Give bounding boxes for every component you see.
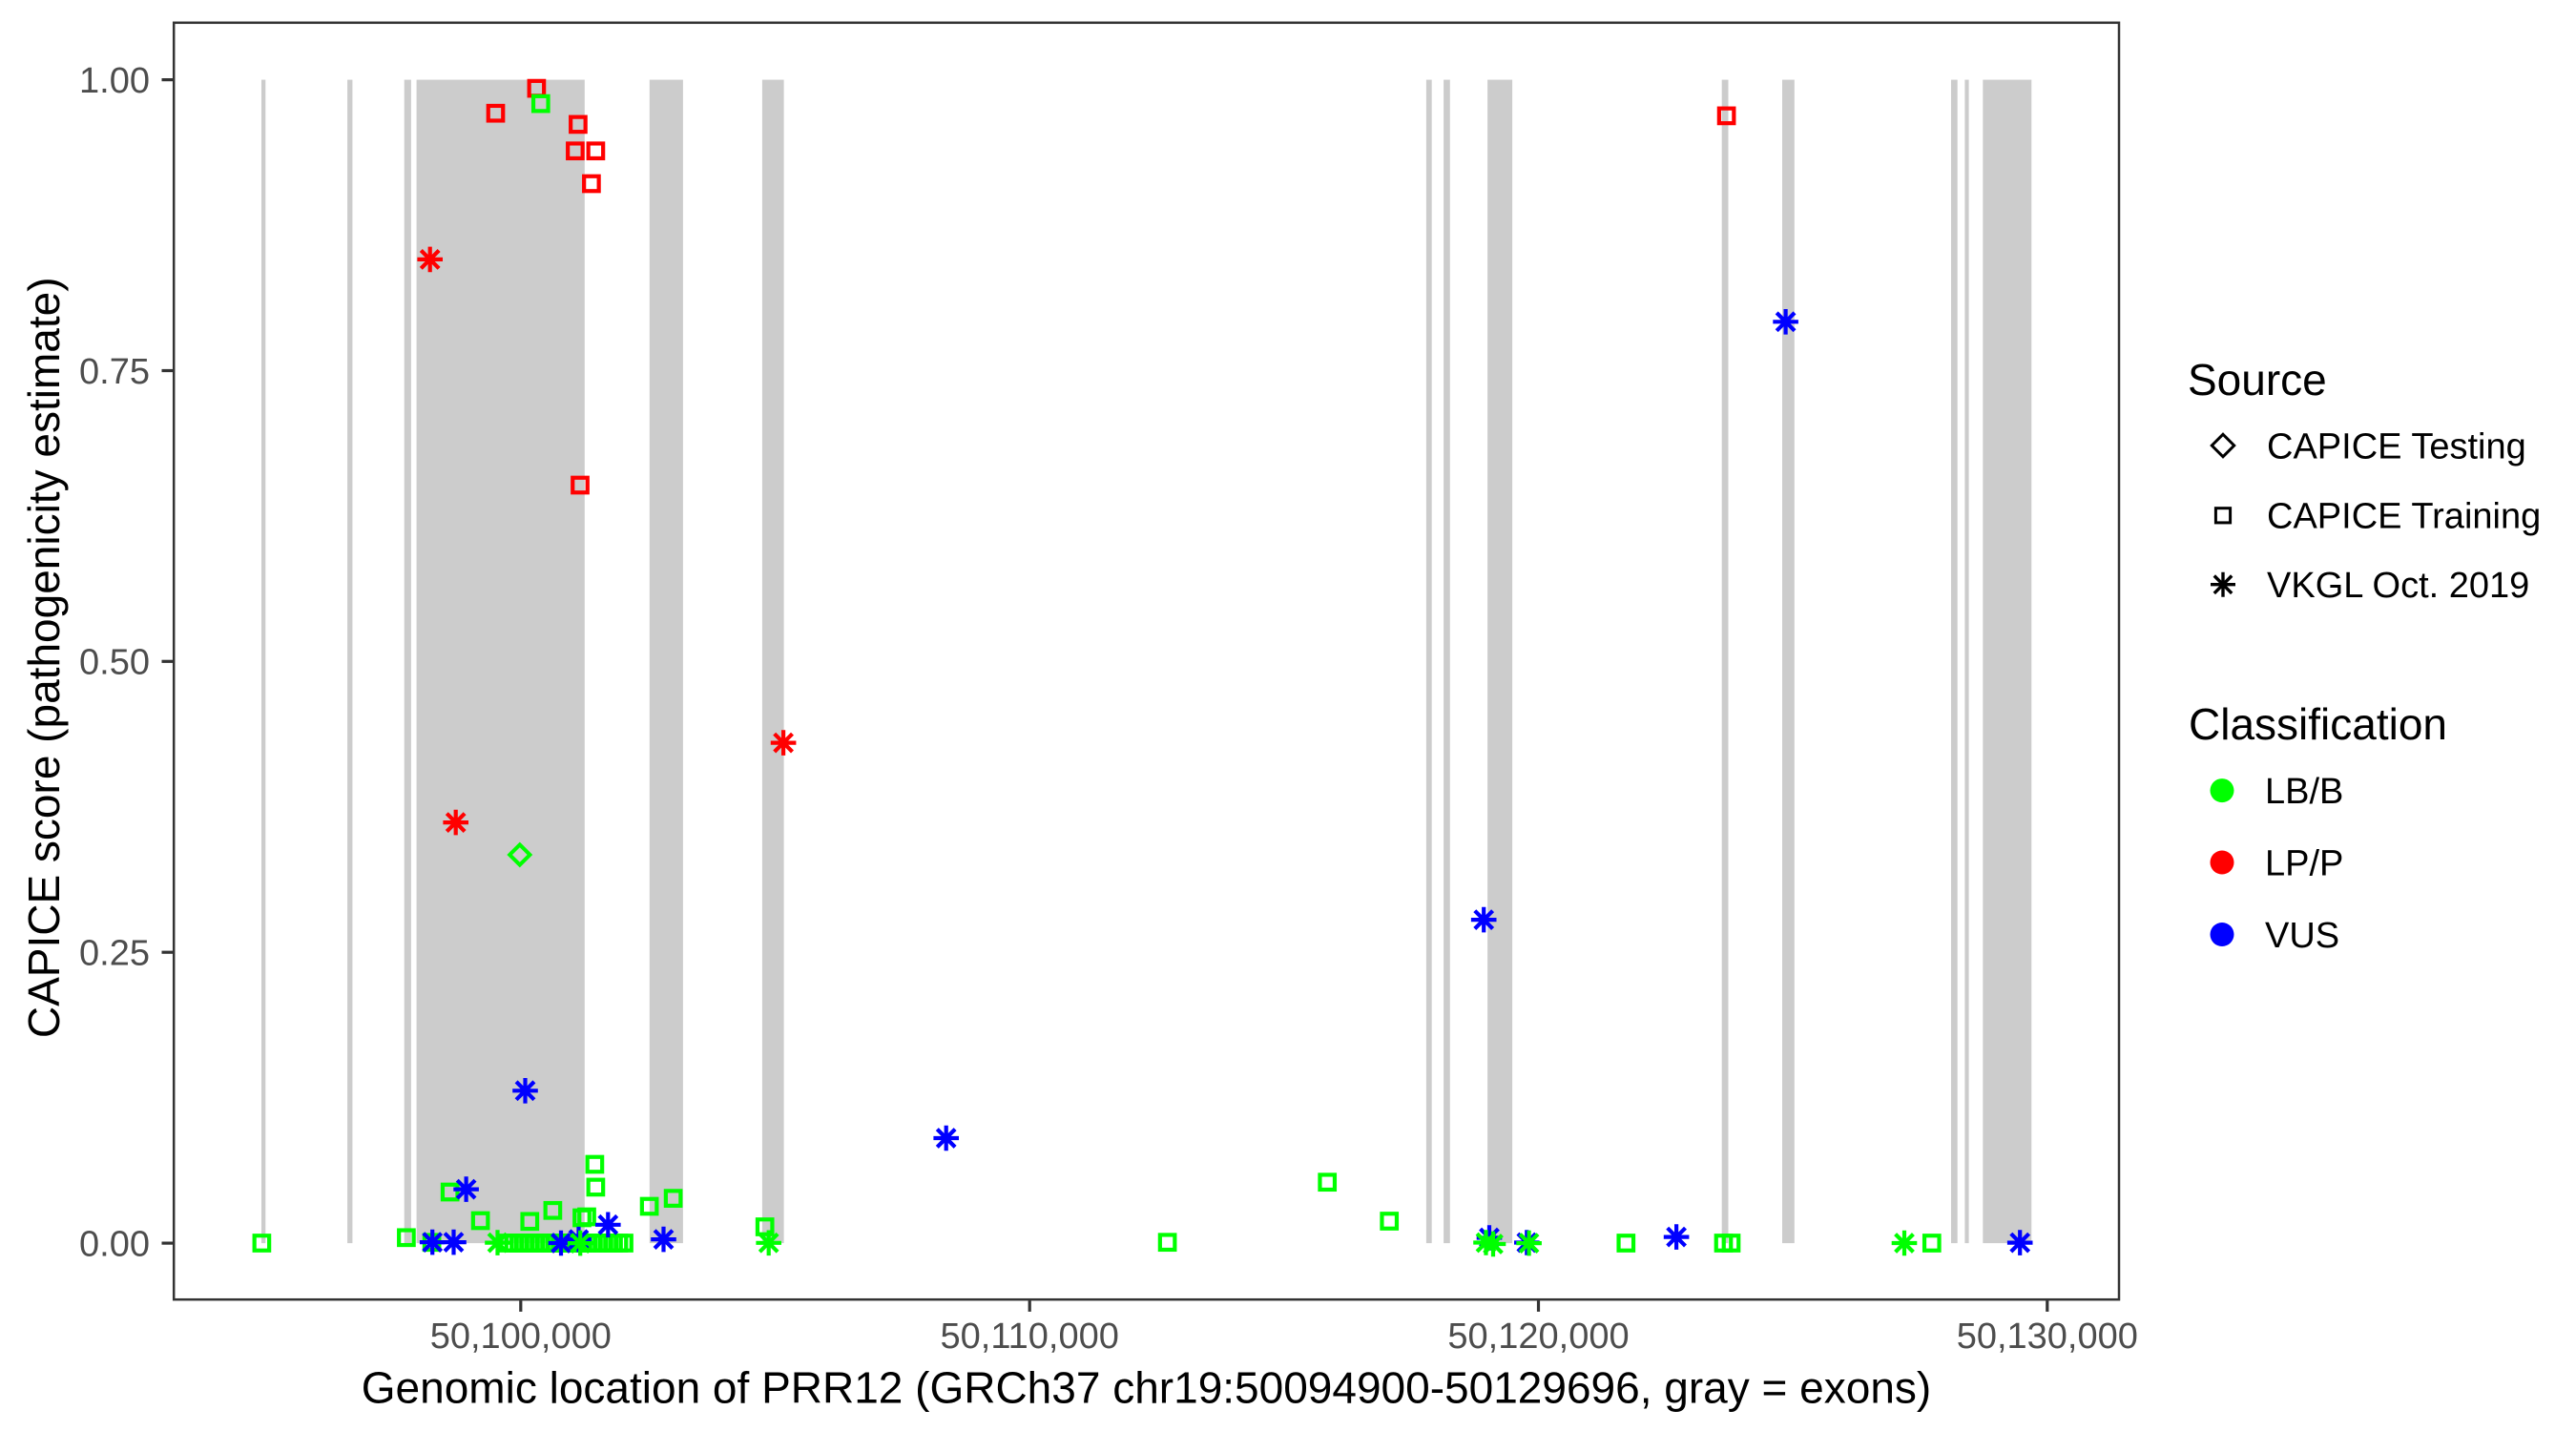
svg-text:50,130,000: 50,130,000 [1957, 1317, 2138, 1357]
svg-text:Classification: Classification [2189, 699, 2447, 749]
svg-text:VKGL Oct. 2019: VKGL Oct. 2019 [2267, 566, 2529, 606]
svg-text:50,100,000: 50,100,000 [430, 1317, 612, 1357]
svg-text:CAPICE Testing: CAPICE Testing [2267, 426, 2526, 467]
svg-text:VUS: VUS [2265, 916, 2339, 956]
svg-text:CAPICE Training: CAPICE Training [2267, 497, 2541, 537]
svg-text:LP/P: LP/P [2265, 843, 2343, 883]
svg-text:LB/B: LB/B [2265, 772, 2343, 812]
svg-text:0.50: 0.50 [79, 643, 150, 683]
svg-text:Genomic location of PRR12 (GRC: Genomic location of PRR12 (GRCh37 chr19:… [362, 1363, 1932, 1413]
svg-text:50,110,000: 50,110,000 [941, 1317, 1119, 1357]
svg-text:0.25: 0.25 [79, 934, 150, 974]
svg-text:50,120,000: 50,120,000 [1447, 1317, 1629, 1357]
svg-text:CAPICE score (pathogenicity es: CAPICE score (pathogenicity estimate) [19, 277, 69, 1038]
svg-text:0.00: 0.00 [79, 1225, 150, 1265]
svg-text:0.75: 0.75 [79, 352, 150, 392]
svg-text:Source: Source [2188, 355, 2327, 404]
svg-text:1.00: 1.00 [79, 61, 150, 101]
